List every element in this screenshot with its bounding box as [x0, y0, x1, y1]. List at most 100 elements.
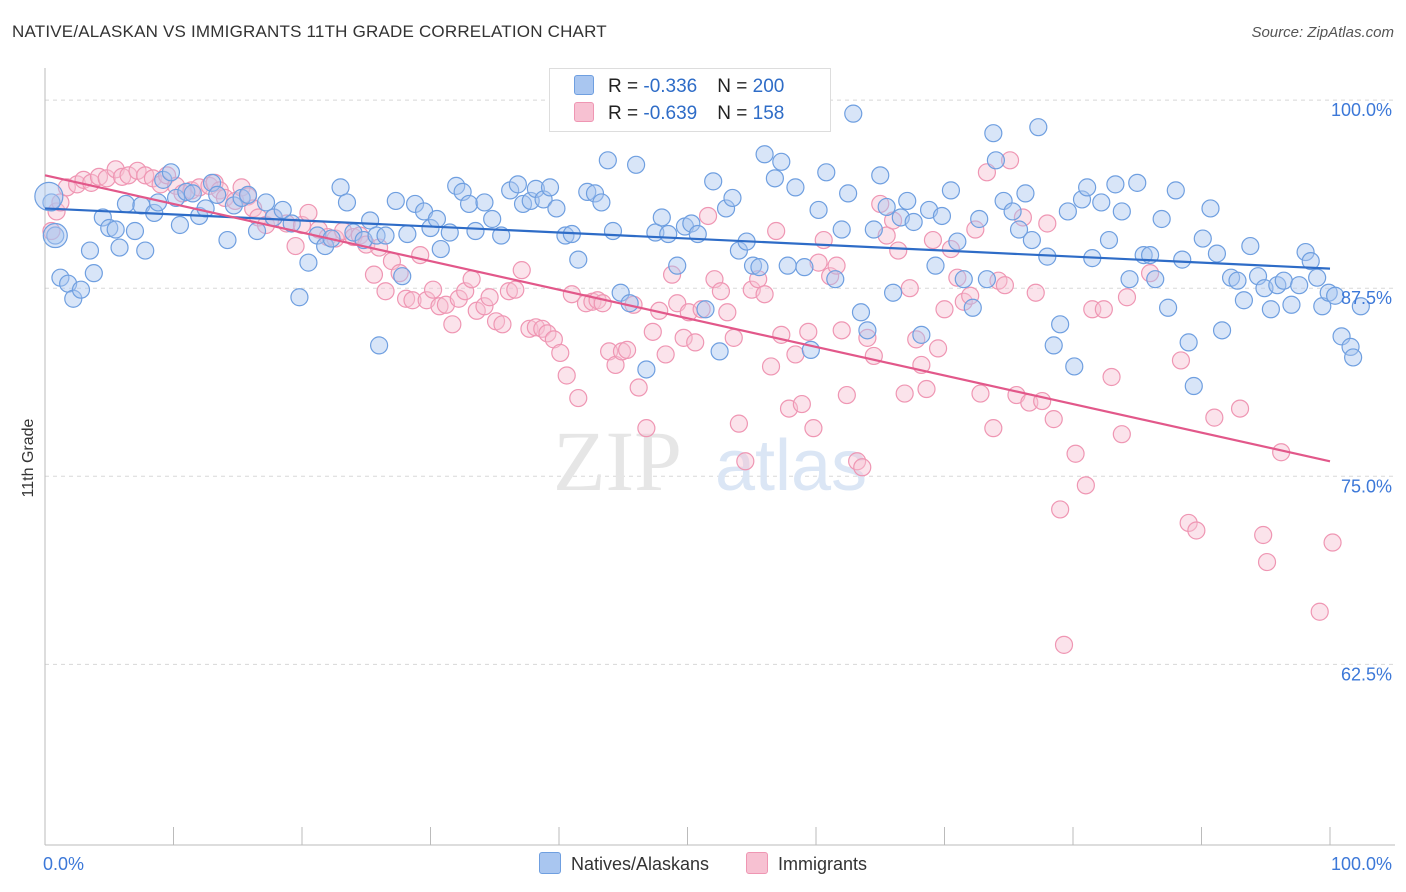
immigrants-point	[1066, 444, 1085, 463]
natives-point	[1179, 333, 1198, 352]
natives-point	[1344, 348, 1363, 367]
natives-point	[977, 270, 997, 289]
immigrants-point	[637, 419, 656, 438]
natives-point	[1058, 202, 1077, 221]
natives-point	[290, 288, 309, 307]
y-tick-labels: 100.0% 87.5% 75.0% 62.5%	[1331, 100, 1392, 684]
natives-point	[1044, 336, 1063, 355]
natives-point	[704, 172, 723, 191]
immigrants-point	[618, 340, 637, 360]
immigrants-point	[551, 343, 570, 363]
natives-point	[970, 209, 989, 229]
natives-point	[93, 208, 112, 227]
legend: R = -0.336 N = 200 R = -0.639 N = 158	[549, 68, 831, 132]
natives-point	[202, 173, 222, 192]
natives-point	[795, 258, 814, 277]
legend-swatch-immigrants	[574, 102, 594, 122]
natives-point	[603, 221, 623, 241]
natives-point	[1184, 376, 1203, 396]
bottom-legend-natives: Natives/Alaskans	[538, 852, 709, 875]
bottom-legend-swatch-natives	[538, 852, 561, 874]
natives-point	[772, 152, 791, 171]
natives-point	[421, 218, 440, 238]
natives-points	[34, 104, 1370, 396]
natives-point	[100, 218, 119, 238]
immigrants-point	[643, 322, 662, 341]
natives-point	[46, 226, 65, 245]
watermark-zip: ZIP	[553, 413, 682, 509]
immigrants-point	[966, 220, 985, 239]
natives-point	[136, 241, 155, 260]
natives-point	[926, 256, 945, 275]
natives-point	[110, 238, 129, 257]
natives-point	[778, 256, 797, 275]
immigrants-point	[1000, 151, 1020, 170]
y-axis-label: 11th Grade	[20, 418, 37, 497]
natives-point	[256, 193, 276, 212]
immigrants-point	[423, 280, 443, 299]
natives-point	[1128, 173, 1147, 192]
legend-r-value: -0.639	[643, 103, 698, 124]
natives-point	[1065, 357, 1084, 376]
natives-point	[224, 196, 243, 215]
natives-point	[611, 283, 630, 302]
natives-point	[786, 178, 805, 197]
x-tick-label-max: 100.0%	[1331, 854, 1392, 874]
natives-point	[817, 163, 836, 182]
natives-point	[912, 325, 931, 344]
natives-point	[361, 211, 380, 230]
immigrants-point	[232, 178, 251, 197]
source-label: Source: ZipAtlas.com	[1251, 24, 1394, 41]
natives-point	[238, 185, 258, 205]
immigrants-point	[900, 279, 919, 298]
natives-point	[42, 193, 61, 212]
natives-point	[125, 221, 145, 241]
natives-point	[1241, 236, 1260, 256]
natives-point	[540, 178, 560, 197]
immigrants-point	[1038, 214, 1057, 233]
legend-swatch-natives	[574, 75, 594, 95]
immigrants-point	[928, 339, 948, 358]
immigrants-point	[1094, 300, 1113, 319]
immigrants-point	[1051, 500, 1070, 519]
natives-point	[427, 209, 447, 229]
natives-point	[183, 184, 202, 203]
immigrants-point	[1076, 476, 1095, 495]
immigrants-point	[1054, 635, 1074, 654]
natives-point	[750, 258, 769, 277]
natives-point	[710, 342, 729, 361]
natives-point	[273, 200, 292, 220]
natives-point	[984, 124, 1003, 143]
natives-point	[883, 283, 903, 302]
immigrants-point	[526, 318, 545, 337]
immigrants-point	[1230, 399, 1250, 418]
immigrants-point	[692, 300, 711, 319]
natives-point	[948, 232, 967, 251]
immigrants-point	[443, 315, 462, 334]
legend-r-value: -0.336	[643, 76, 698, 97]
natives-point	[1228, 271, 1247, 290]
natives-point	[626, 155, 646, 174]
immigrants-point	[724, 328, 743, 347]
immigrants-point	[396, 289, 416, 308]
natives-point	[1078, 178, 1097, 197]
immigrants-point	[837, 385, 856, 405]
natives-point	[393, 267, 412, 286]
natives-point	[1282, 295, 1301, 314]
immigrants-point	[948, 268, 967, 287]
natives-point	[871, 166, 890, 185]
immigrants-point	[569, 388, 588, 408]
natives-point	[80, 241, 100, 260]
legend-n-value: 158	[752, 103, 785, 124]
natives-point	[170, 215, 190, 235]
immigrants-point	[1257, 552, 1277, 572]
immigrants-point	[1187, 521, 1206, 540]
immigrants-point	[449, 289, 468, 308]
natives-point	[1120, 270, 1139, 289]
natives-point	[1009, 220, 1029, 239]
bottom-legend-immigrants: Immigrants	[746, 852, 867, 875]
natives-point	[154, 170, 173, 189]
natives-point	[1016, 184, 1035, 203]
immigrants-point	[1254, 525, 1273, 545]
bottom-legend-swatch-immigrants	[746, 852, 769, 874]
